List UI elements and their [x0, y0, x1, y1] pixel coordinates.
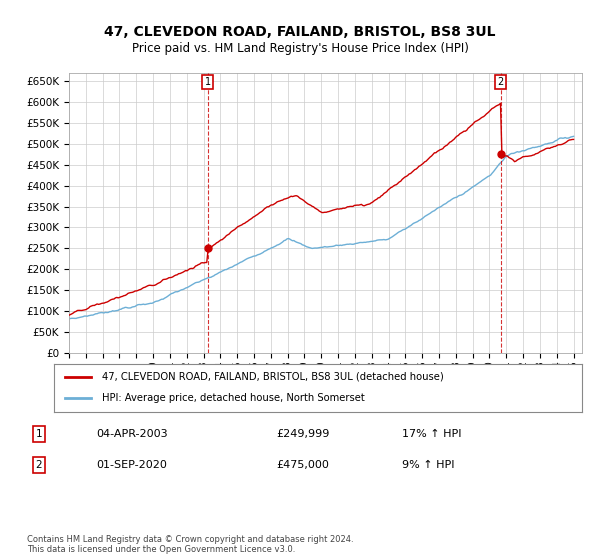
Text: 04-APR-2003: 04-APR-2003 — [96, 429, 167, 439]
Text: Contains HM Land Registry data © Crown copyright and database right 2024.
This d: Contains HM Land Registry data © Crown c… — [27, 535, 353, 554]
Text: 2: 2 — [497, 77, 504, 87]
Text: 47, CLEVEDON ROAD, FAILAND, BRISTOL, BS8 3UL: 47, CLEVEDON ROAD, FAILAND, BRISTOL, BS8… — [104, 25, 496, 39]
Text: £249,999: £249,999 — [276, 429, 329, 439]
Text: 1: 1 — [35, 429, 43, 439]
Text: 1: 1 — [205, 77, 211, 87]
Text: HPI: Average price, detached house, North Somerset: HPI: Average price, detached house, Nort… — [101, 393, 364, 403]
Text: 17% ↑ HPI: 17% ↑ HPI — [402, 429, 461, 439]
Text: 47, CLEVEDON ROAD, FAILAND, BRISTOL, BS8 3UL (detached house): 47, CLEVEDON ROAD, FAILAND, BRISTOL, BS8… — [101, 372, 443, 382]
Text: £475,000: £475,000 — [276, 460, 329, 470]
Text: Price paid vs. HM Land Registry's House Price Index (HPI): Price paid vs. HM Land Registry's House … — [131, 42, 469, 55]
Text: 9% ↑ HPI: 9% ↑ HPI — [402, 460, 455, 470]
Text: 2: 2 — [35, 460, 43, 470]
Text: 01-SEP-2020: 01-SEP-2020 — [96, 460, 167, 470]
